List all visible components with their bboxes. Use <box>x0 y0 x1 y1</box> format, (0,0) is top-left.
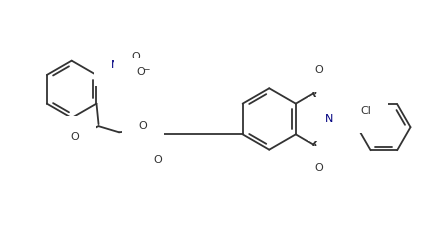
Text: O: O <box>131 52 140 62</box>
Text: −: − <box>142 64 149 73</box>
Text: O: O <box>314 163 323 173</box>
Text: N: N <box>324 114 333 124</box>
Text: N: N <box>111 60 119 70</box>
Text: O: O <box>136 67 145 77</box>
Text: O: O <box>314 65 323 75</box>
Text: O: O <box>153 155 162 165</box>
Text: +: + <box>115 56 123 65</box>
Text: O: O <box>138 121 147 131</box>
Text: Cl: Cl <box>360 106 371 116</box>
Text: O: O <box>70 132 79 142</box>
